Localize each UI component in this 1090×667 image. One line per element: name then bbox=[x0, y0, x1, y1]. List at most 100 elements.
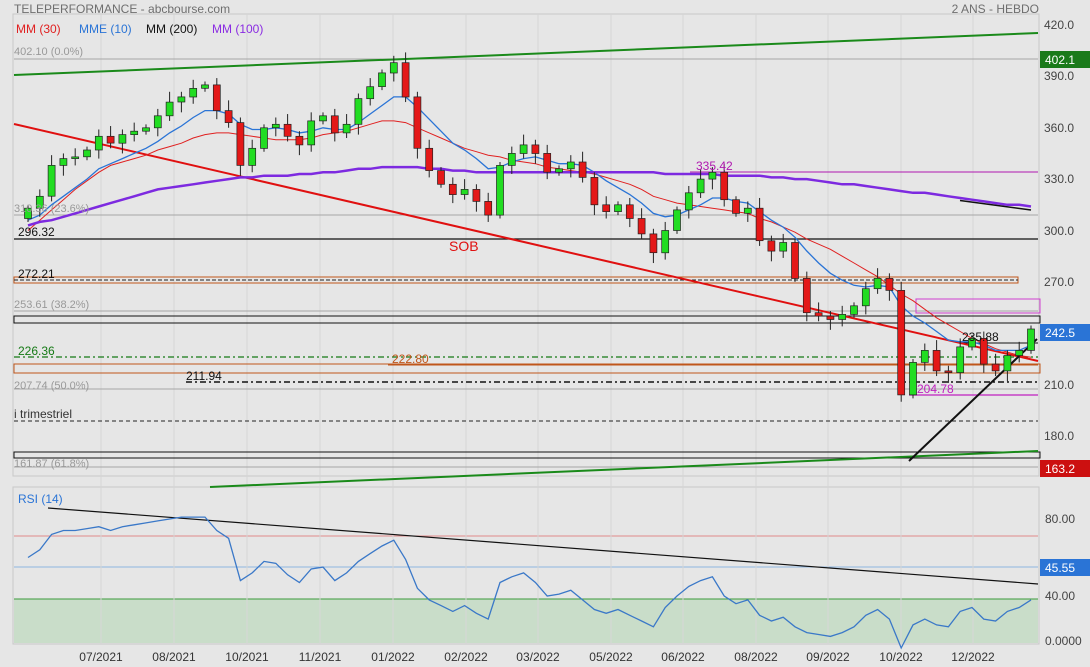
candle-body bbox=[366, 86, 375, 100]
candle-body bbox=[448, 183, 457, 195]
badge-402: 402.1 bbox=[1045, 53, 1075, 67]
candle-body bbox=[649, 233, 658, 254]
x-tick: 08/2021 bbox=[152, 650, 196, 664]
candle-body bbox=[814, 312, 823, 317]
chart-period: 2 ANS - HEBDO bbox=[952, 2, 1039, 16]
candle-body bbox=[519, 144, 528, 154]
candle-body bbox=[165, 101, 174, 117]
rsi-title: RSI (14) bbox=[18, 492, 63, 506]
zone-248 bbox=[13, 315, 1041, 324]
zone-163 bbox=[13, 451, 1041, 459]
candle-body bbox=[71, 156, 80, 159]
x-tick: 07/2021 bbox=[79, 650, 123, 664]
x-tick: 02/2022 bbox=[444, 650, 488, 664]
candle-body bbox=[932, 350, 941, 372]
candle-body bbox=[802, 278, 811, 314]
candle-body bbox=[224, 110, 233, 123]
chart-title: TELEPERFORMANCE - abcbourse.com bbox=[14, 2, 230, 16]
candle-body bbox=[47, 165, 56, 197]
red-downtrend-line bbox=[13, 123, 1039, 362]
candle-body bbox=[779, 242, 788, 252]
candle-body bbox=[531, 144, 540, 154]
candle-body bbox=[330, 115, 339, 134]
candle-body bbox=[838, 314, 847, 320]
candle-body bbox=[106, 135, 115, 144]
rsi-trend-line bbox=[47, 507, 1039, 585]
price-tick: 270.0 bbox=[1044, 275, 1074, 289]
rsi-badge-bg bbox=[1040, 559, 1090, 576]
candle-body bbox=[743, 207, 752, 214]
candle-body bbox=[130, 130, 139, 135]
candle-body bbox=[661, 230, 670, 254]
candle-body bbox=[708, 171, 717, 180]
badge-242-bg bbox=[1040, 324, 1090, 341]
x-tick: 01/2022 bbox=[371, 650, 415, 664]
rsi-tick: 80.00 bbox=[1045, 512, 1075, 526]
candle-body bbox=[956, 346, 965, 373]
candle-body bbox=[720, 171, 729, 201]
candle-body bbox=[543, 153, 552, 173]
candle-body bbox=[35, 195, 44, 209]
magenta-zone-250 bbox=[915, 298, 1041, 314]
level-226-label: 226.36 bbox=[18, 344, 55, 358]
level-211-label: 211.94 bbox=[186, 369, 222, 383]
candle-body bbox=[437, 170, 445, 185]
candle-body bbox=[142, 127, 150, 132]
candle-body bbox=[236, 122, 245, 166]
candle-body bbox=[1015, 350, 1024, 356]
sob-label: SOB bbox=[449, 238, 479, 254]
badge-163: 163.2 bbox=[1045, 462, 1075, 476]
candle-body bbox=[861, 288, 870, 307]
candle-body bbox=[1003, 355, 1012, 372]
rsi-axis: 80.00 40.00 0.0000 bbox=[1045, 512, 1082, 648]
x-tick: 03/2022 bbox=[516, 650, 560, 664]
x-tick: 06/2022 bbox=[661, 650, 705, 664]
price-axis: 420.0 390.0 360.0 330.0 300.0 270.0 210.… bbox=[1044, 18, 1074, 443]
candle-body bbox=[472, 189, 481, 202]
fib-0-label: 402.10 (0.0%) bbox=[14, 46, 83, 58]
candle-body bbox=[968, 338, 976, 348]
candle-body bbox=[885, 278, 894, 291]
x-tick: 08/2022 bbox=[734, 650, 778, 664]
candle-body bbox=[271, 123, 280, 129]
x-tick: 05/2022 bbox=[589, 650, 633, 664]
candle-body bbox=[555, 168, 563, 173]
price-tick: 420.0 bbox=[1044, 18, 1074, 32]
level-272-label: 272.21 bbox=[18, 267, 55, 281]
x-axis: 07/2021 08/2021 10/2021 11/2021 01/2022 … bbox=[79, 650, 995, 664]
fibonacci-lines bbox=[14, 58, 1038, 468]
candle-body bbox=[791, 242, 799, 279]
legend-mm30: MM (30) bbox=[16, 22, 61, 36]
candle-body bbox=[319, 115, 327, 122]
candle-body bbox=[625, 204, 634, 219]
green-lower-channel bbox=[209, 450, 1039, 488]
candle-body bbox=[684, 192, 693, 211]
legend-mm100: MM (100) bbox=[212, 22, 263, 36]
level-235-label: 235.88 bbox=[962, 330, 999, 344]
level-335-label: 335.42 bbox=[696, 159, 733, 173]
candle-body bbox=[484, 201, 493, 216]
price-tick: 300.0 bbox=[1044, 224, 1074, 238]
candle-body bbox=[401, 62, 410, 98]
price-tick: 390.0 bbox=[1044, 69, 1074, 83]
candle-body bbox=[602, 204, 611, 212]
rsi-line bbox=[27, 516, 1032, 650]
black-uptrend-line bbox=[908, 338, 1038, 462]
candle-body bbox=[295, 135, 304, 146]
x-tick: 09/2022 bbox=[806, 650, 850, 664]
candle-body bbox=[307, 120, 316, 146]
candle-body bbox=[153, 115, 162, 129]
candle-body bbox=[59, 158, 68, 166]
x-tick: 11/2021 bbox=[299, 650, 342, 664]
fib-618-label: 161.87 (61.8%) bbox=[14, 458, 89, 470]
candle-body bbox=[460, 189, 469, 195]
rsi-oversold-zone bbox=[14, 599, 1038, 643]
orange-zone-220 bbox=[13, 363, 1041, 374]
candle-body bbox=[1027, 328, 1035, 351]
rsi-tick: 40.00 bbox=[1045, 589, 1075, 603]
candle-body bbox=[767, 240, 776, 252]
month-gridlines bbox=[100, 14, 974, 644]
candle-body bbox=[24, 207, 32, 219]
candle-body bbox=[389, 62, 398, 74]
candle-body bbox=[425, 147, 434, 171]
